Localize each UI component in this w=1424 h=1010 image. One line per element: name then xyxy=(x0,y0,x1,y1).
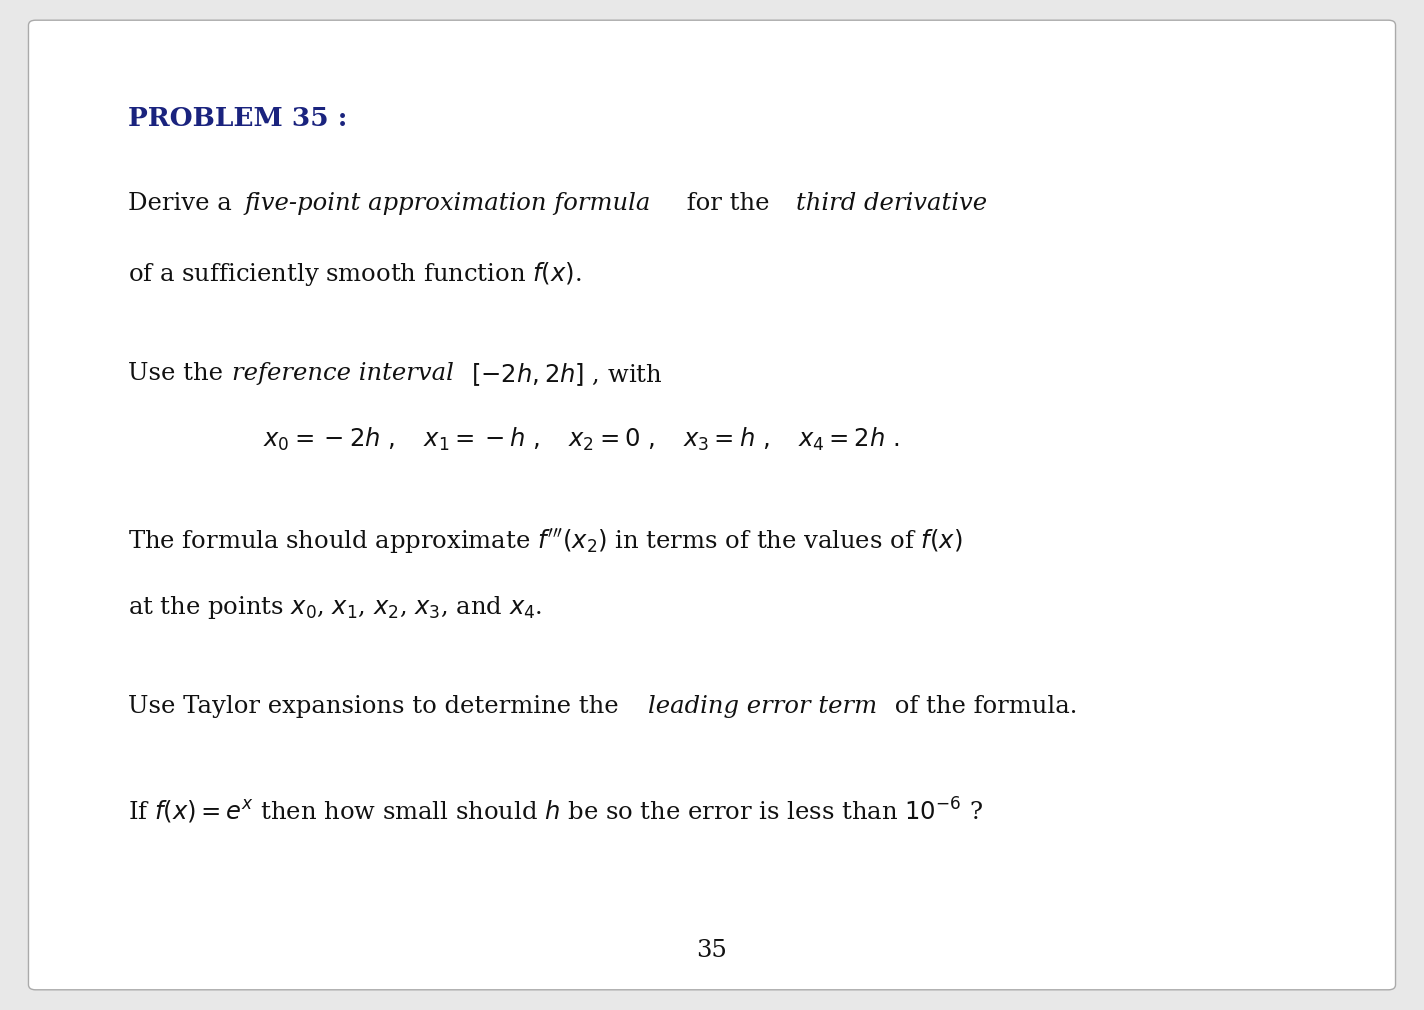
Text: $x_0 = -2h\ , \quad x_1 = -h\ , \quad x_2 = 0\ , \quad x_3 = h\ , \quad x_4 = 2h: $x_0 = -2h\ , \quad x_1 = -h\ , \quad x_… xyxy=(263,426,900,453)
Text: third derivative: third derivative xyxy=(796,192,987,215)
Text: The formula should approximate $f'''(x_2)$ in terms of the values of $f(x)$: The formula should approximate $f'''(x_2… xyxy=(128,527,963,557)
Text: Use Taylor expansions to determine the: Use Taylor expansions to determine the xyxy=(128,695,619,718)
Text: of the formula.: of the formula. xyxy=(887,695,1078,718)
Text: PROBLEM 35 :: PROBLEM 35 : xyxy=(128,106,347,131)
Text: Derive a: Derive a xyxy=(128,192,232,215)
Text: for the: for the xyxy=(679,192,778,215)
Text: at the points $x_0$, $x_1$, $x_2$, $x_3$, and $x_4$.: at the points $x_0$, $x_1$, $x_2$, $x_3$… xyxy=(128,594,543,621)
Text: If $f(x) = e^x$ then how small should $h$ be so the error is less than $10^{-6}$: If $f(x) = e^x$ then how small should $h… xyxy=(128,796,983,826)
Text: five-point approximation formula: five-point approximation formula xyxy=(245,192,651,215)
Text: reference interval: reference interval xyxy=(232,362,454,385)
Text: leading error term: leading error term xyxy=(648,695,877,718)
Text: Use the: Use the xyxy=(128,362,224,385)
Text: 35: 35 xyxy=(696,938,728,962)
Text: $[-2h, 2h]$ , with: $[-2h, 2h]$ , with xyxy=(471,362,664,389)
Text: of a sufficiently smooth function $f(x)$.: of a sufficiently smooth function $f(x)$… xyxy=(128,260,582,288)
